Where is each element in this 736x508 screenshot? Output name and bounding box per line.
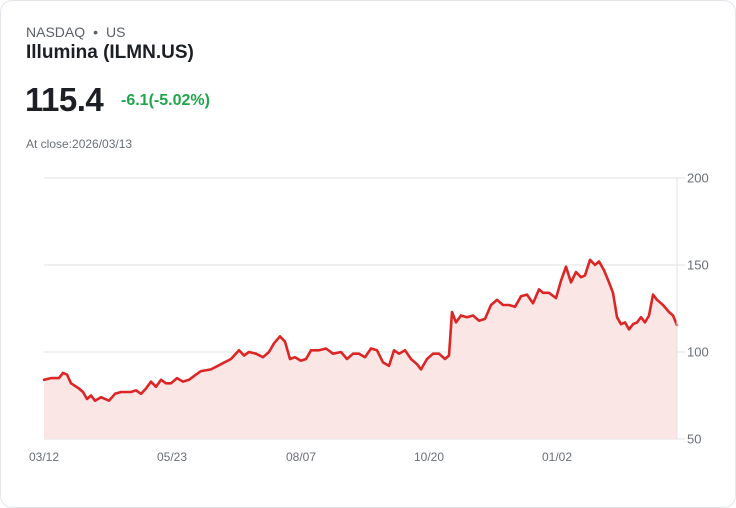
exchange-name: NASDAQ: [26, 24, 86, 40]
stock-price: 115.4: [25, 81, 104, 118]
x-tick-label: 03/12: [29, 450, 59, 464]
stock-name: Illumina (ILMN.US): [26, 42, 194, 63]
x-axis-labels: 03/12 05/23 08/07 10/20 01/02: [29, 450, 572, 464]
x-tick-label: 08/07: [286, 450, 316, 464]
y-tick-label: 200: [687, 171, 709, 186]
y-tick-label: 150: [687, 258, 709, 273]
x-tick-label: 10/20: [414, 450, 444, 464]
exchange-line: NASDAQ • US: [26, 24, 125, 40]
y-tick-label: 100: [687, 345, 709, 360]
y-axis-labels: 200 150 100 50: [687, 171, 709, 447]
price-chart[interactable]: 200 150 100 50 03/12 05/23 08/07 10/20 01/02: [1, 161, 736, 471]
region: US: [106, 24, 126, 40]
price-line: [42, 258, 679, 402]
x-tick-label: 05/23: [157, 450, 187, 464]
x-tick-label: 01/02: [542, 450, 572, 464]
separator-dot: •: [93, 24, 99, 40]
close-date: At close:2026/03/13: [26, 137, 133, 151]
price-area-fill: [44, 259, 677, 439]
price-change: -6.1(-5.02%): [121, 92, 210, 109]
y-tick-label: 50: [687, 432, 701, 447]
